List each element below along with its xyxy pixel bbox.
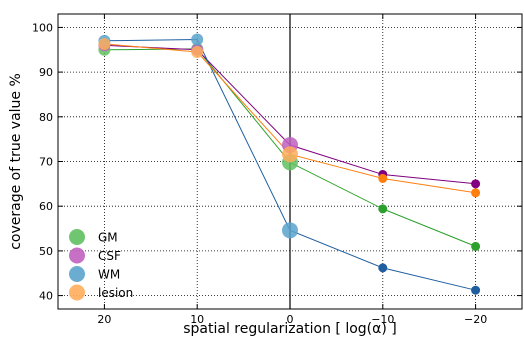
data-point-lesion: [191, 45, 204, 58]
x-tick-label: −10: [371, 313, 394, 326]
data-point-wm: [191, 33, 204, 46]
data-point-gm: [378, 204, 388, 214]
legend-marker-wm: [69, 266, 85, 282]
y-tick-label: 60: [39, 200, 53, 213]
y-tick-label: 100: [32, 21, 53, 34]
y-tick-label: 70: [39, 156, 53, 169]
data-point-lesion: [98, 37, 111, 50]
series-points: [98, 33, 481, 295]
data-point-wm: [378, 263, 388, 273]
legend-marker-lesion: [69, 284, 85, 301]
y-tick-label: 40: [39, 290, 53, 303]
legend-label-wm: WM: [98, 268, 120, 282]
legend-label-lesion: lesion: [98, 286, 133, 300]
legend-label-csf: CSF: [98, 249, 121, 263]
data-point-lesion: [378, 173, 388, 183]
y-tick-label: 90: [39, 66, 53, 79]
y-axis-title: coverage of true value %: [8, 73, 24, 250]
legend-marker-gm: [69, 229, 85, 245]
y-tick-label: 50: [39, 245, 53, 258]
y-tick-label: 80: [39, 111, 53, 124]
x-tick-label: 10: [190, 313, 204, 326]
x-tick-label: 20: [97, 313, 111, 326]
data-point-wm: [282, 222, 298, 239]
data-point-wm: [471, 285, 481, 295]
legend: GM CSF WM lesion: [69, 229, 133, 301]
x-tick-label: −20: [464, 313, 487, 326]
data-point-lesion: [282, 146, 298, 163]
data-point-csf: [471, 179, 481, 189]
x-tick-label: 0: [287, 313, 294, 326]
legend-marker-csf: [69, 247, 85, 264]
x-axis-title: spatial regularization [ log(α) ]: [183, 321, 397, 337]
legend-label-gm: GM: [98, 231, 118, 245]
data-point-lesion: [471, 188, 481, 198]
data-point-gm: [471, 241, 481, 251]
